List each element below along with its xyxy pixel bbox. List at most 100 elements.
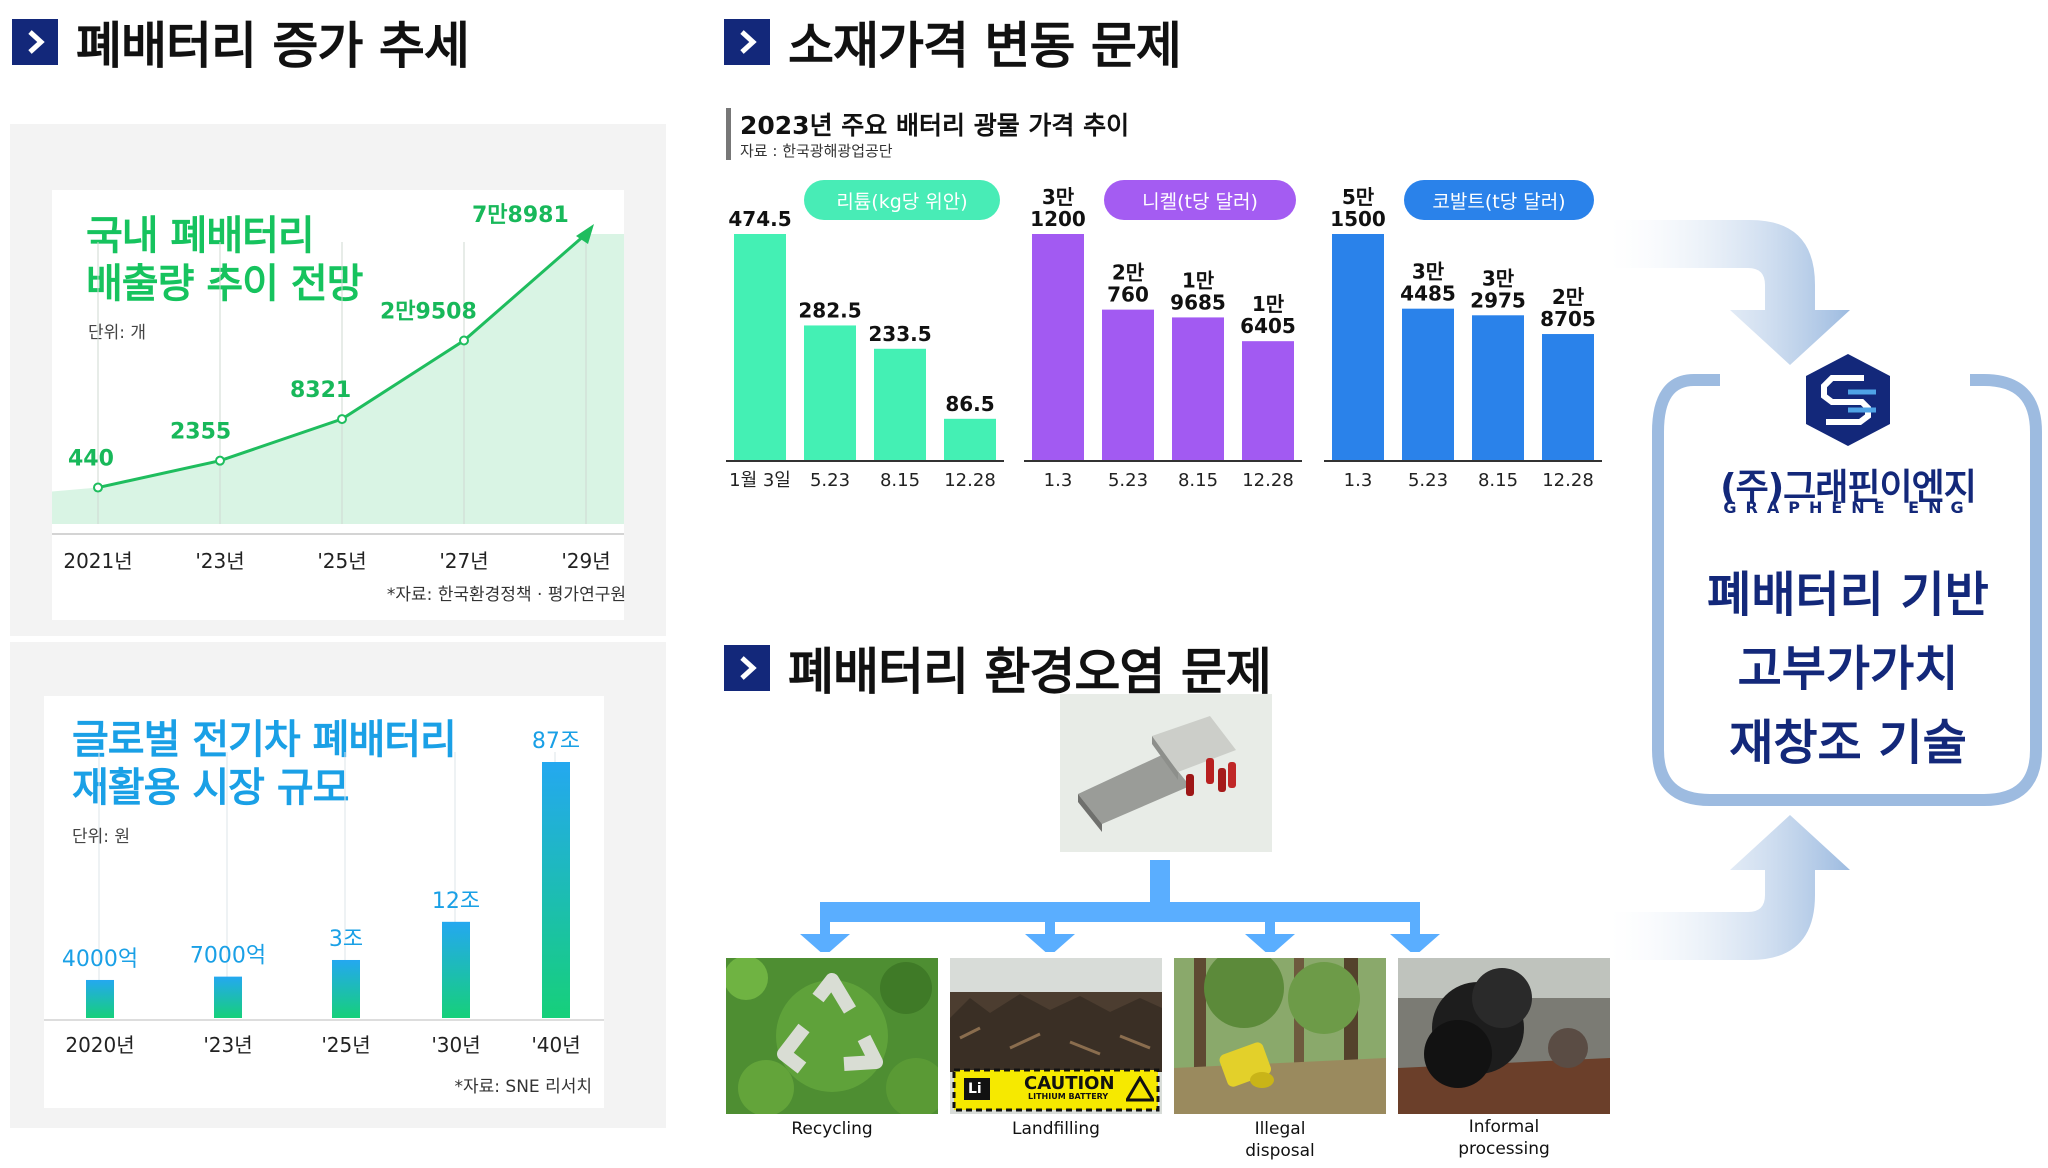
source-note: *자료: SNE 리서치 [454,1077,592,1097]
company-name-en: GRAPHENE ENG [1723,498,1973,517]
data-label: 1만 6405 [1240,292,1296,338]
data-label: 87조 [532,729,580,754]
x-tick-label: 2020년 [65,1033,134,1057]
domestic-line-chart: 440 2021년 2355 '23년 8321 '25년 2만9508 '27년 7만8981… [52,203,624,573]
area-fill [52,234,624,524]
x-tick-label: '25년 [321,1033,370,1057]
arrow-head [576,224,594,244]
x-tick-label: 5.23 [1408,470,1448,491]
mineral-bar-charts: 474.5 1월 3일 282.5 5.23 233.5 8.15 86.5 12.28 3만 1… [726,185,1602,491]
domestic-chart-title: 국내 폐배터리 배출량 추이 전망 [86,212,363,308]
flow-arrow-top [1610,220,1850,365]
data-label: 282.5 [798,298,861,322]
x-tick-label: '25년 [317,549,366,573]
x-tick-label: 8.15 [880,470,920,491]
data-point [215,455,225,466]
bar [804,325,856,460]
caption-landfilling: Landfilling [1012,1119,1100,1139]
caption-recycling: Recycling [791,1119,873,1139]
x-tick-label: 5.23 [1108,470,1148,491]
li-label: Li [968,1081,982,1097]
data-label: 233.5 [868,322,931,346]
data-label: 3만 2975 [1470,266,1526,312]
data-point [459,335,469,346]
bar [86,979,114,1018]
data-label: 3만 1200 [1030,185,1086,231]
landfilling-photo: Li CAUTION LITHIUM BATTERY [950,958,1162,1114]
battery-photo [1060,694,1272,852]
x-tick-label: 2021년 [63,549,132,573]
x-tick-label: 1.3 [1344,470,1373,491]
caption-informal-processing: Informal processing [1458,1117,1550,1159]
unit-label: 단위: 원 [72,827,131,847]
bar [734,234,786,460]
section-title-text: 폐배터리 증가 추세 [76,17,470,75]
illegal-disposal-photo [1174,958,1386,1114]
title-line: 재활용 시장 규모 [72,765,349,811]
x-tick-label: 12.28 [1542,470,1594,491]
bar [1172,317,1224,460]
bar [1332,234,1384,460]
bar [1472,315,1524,460]
company-tagline: 폐배터리 기반 고부가가치 재창조 기술 [1680,558,2016,780]
bar [214,976,242,1018]
unit-label: 단위: 개 [88,323,147,343]
title-bar-accent [726,108,731,160]
chevron-right-icon [12,19,58,65]
tagline-line: 재창조 기술 [1729,715,1967,771]
distribution-arrows [800,860,1440,952]
data-label: 2만 760 [1107,261,1149,307]
mineral-chart-source: 자료 : 한국광해광업공단 [740,142,893,160]
data-label: 3조 [329,927,363,952]
data-label: 2만 8705 [1540,285,1596,331]
x-tick-label: 1월 3일 [729,470,791,491]
section-title-text: 폐배터리 환경오염 문제 [788,643,1272,701]
chevron-right-icon [724,645,770,691]
bar [944,418,996,460]
global-bar-chart: 4000억 2020년 7000억 '23년 3조 '25년 12조 '30년 87조 '40년 [44,729,604,1057]
domestic-chart-card: 국내 폐배터리 배출량 추이 전망 단위: 개 440 2021년 2355 '23년… [10,124,666,636]
data-label: 7000억 [190,944,266,969]
section-title-waste-trend: 폐배터리 증가 추세 [12,6,470,78]
x-tick-label: '23년 [203,1033,252,1057]
data-label: 440 [68,447,114,472]
x-tick-label: 8.15 [1178,470,1218,491]
bar [1542,334,1594,460]
data-label: 4000억 [62,947,138,972]
flow-arrow-bottom [1610,815,1850,960]
data-point [337,414,347,425]
data-label: 8321 [290,378,351,403]
global-chart-panel [44,696,604,1108]
legend-nickel: 니켈(t당 달러) [1104,180,1296,220]
arrow-recycling [800,912,850,952]
caption-illegal-disposal: Illegal disposal [1245,1119,1315,1161]
data-label: 86.5 [945,392,994,416]
legend-lithium: 리튬(kg당 위안) [804,180,1000,220]
section-title-pollution: 폐배터리 환경오염 문제 [724,632,1272,704]
recycle-icon [777,973,883,1074]
x-tick-label: '23년 [195,549,244,573]
company-frame [1652,374,2042,806]
arrow-landfilling [1025,912,1075,952]
data-label: 1만 9685 [1170,268,1226,314]
title-line: 국내 폐배터리 [86,213,315,259]
title-line: 배출량 추이 전망 [86,261,363,307]
bar [442,921,470,1018]
caution-label: CAUTION [1024,1073,1115,1094]
title-line: 글로벌 전기차 폐배터리 [72,717,457,763]
chevron-right-icon [724,19,770,65]
mineral-chart-title: 2023년 주요 배터리 광물 가격 추이 [740,111,1130,140]
section-title-price: 소재가격 변동 문제 [724,6,1182,78]
x-tick-label: 12.28 [944,470,996,491]
bar [1242,341,1294,460]
data-label: 3만 4485 [1400,260,1456,306]
graphene-logo-icon [1806,354,1890,446]
legend-cobalt: 코발트(t당 달러) [1404,180,1594,220]
data-point [93,482,103,493]
x-tick-label: 1.3 [1044,470,1073,491]
data-label: 474.5 [728,207,791,231]
data-label: 5만 1500 [1330,185,1386,231]
x-tick-label: '29년 [561,549,610,573]
warning-icon [1126,1076,1154,1102]
tagline-line: 폐배터리 기반 [1707,567,1989,623]
